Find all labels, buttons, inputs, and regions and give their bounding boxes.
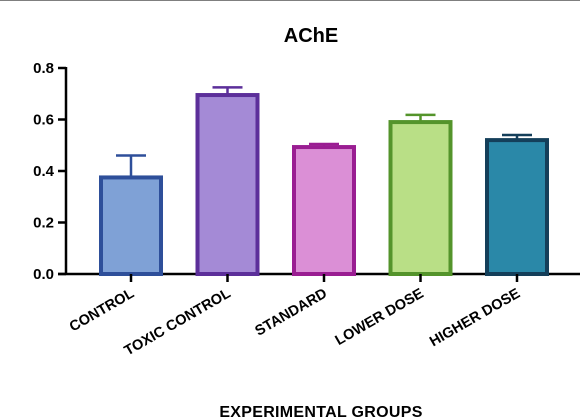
y-tick-label: 0.8 <box>33 60 54 77</box>
x-tick-label: TOXIC CONTROL <box>122 286 234 360</box>
x-tick-label: HIGHER DOSE <box>427 285 523 350</box>
bar-control <box>99 175 163 276</box>
y-tick-label: 0.2 <box>33 215 54 232</box>
x-tick-label: CONTROL <box>67 286 137 336</box>
bar-lower-dose <box>388 120 453 276</box>
chart-title: AChE <box>284 25 338 47</box>
x-axis-title: EXPERIMENTAL GROUPS <box>219 404 422 420</box>
bar-higher-dose <box>485 138 549 276</box>
y-tick-label: 0.0 <box>33 266 54 283</box>
y-tick-label: 0.4 <box>33 163 55 180</box>
x-tick-label: LOWER DOSE <box>333 285 427 349</box>
bar-toxic-control <box>195 93 260 276</box>
y-tick-label: 0.6 <box>33 112 54 129</box>
bar-standard <box>292 145 356 277</box>
x-tick-label: STANDARD <box>252 286 330 340</box>
